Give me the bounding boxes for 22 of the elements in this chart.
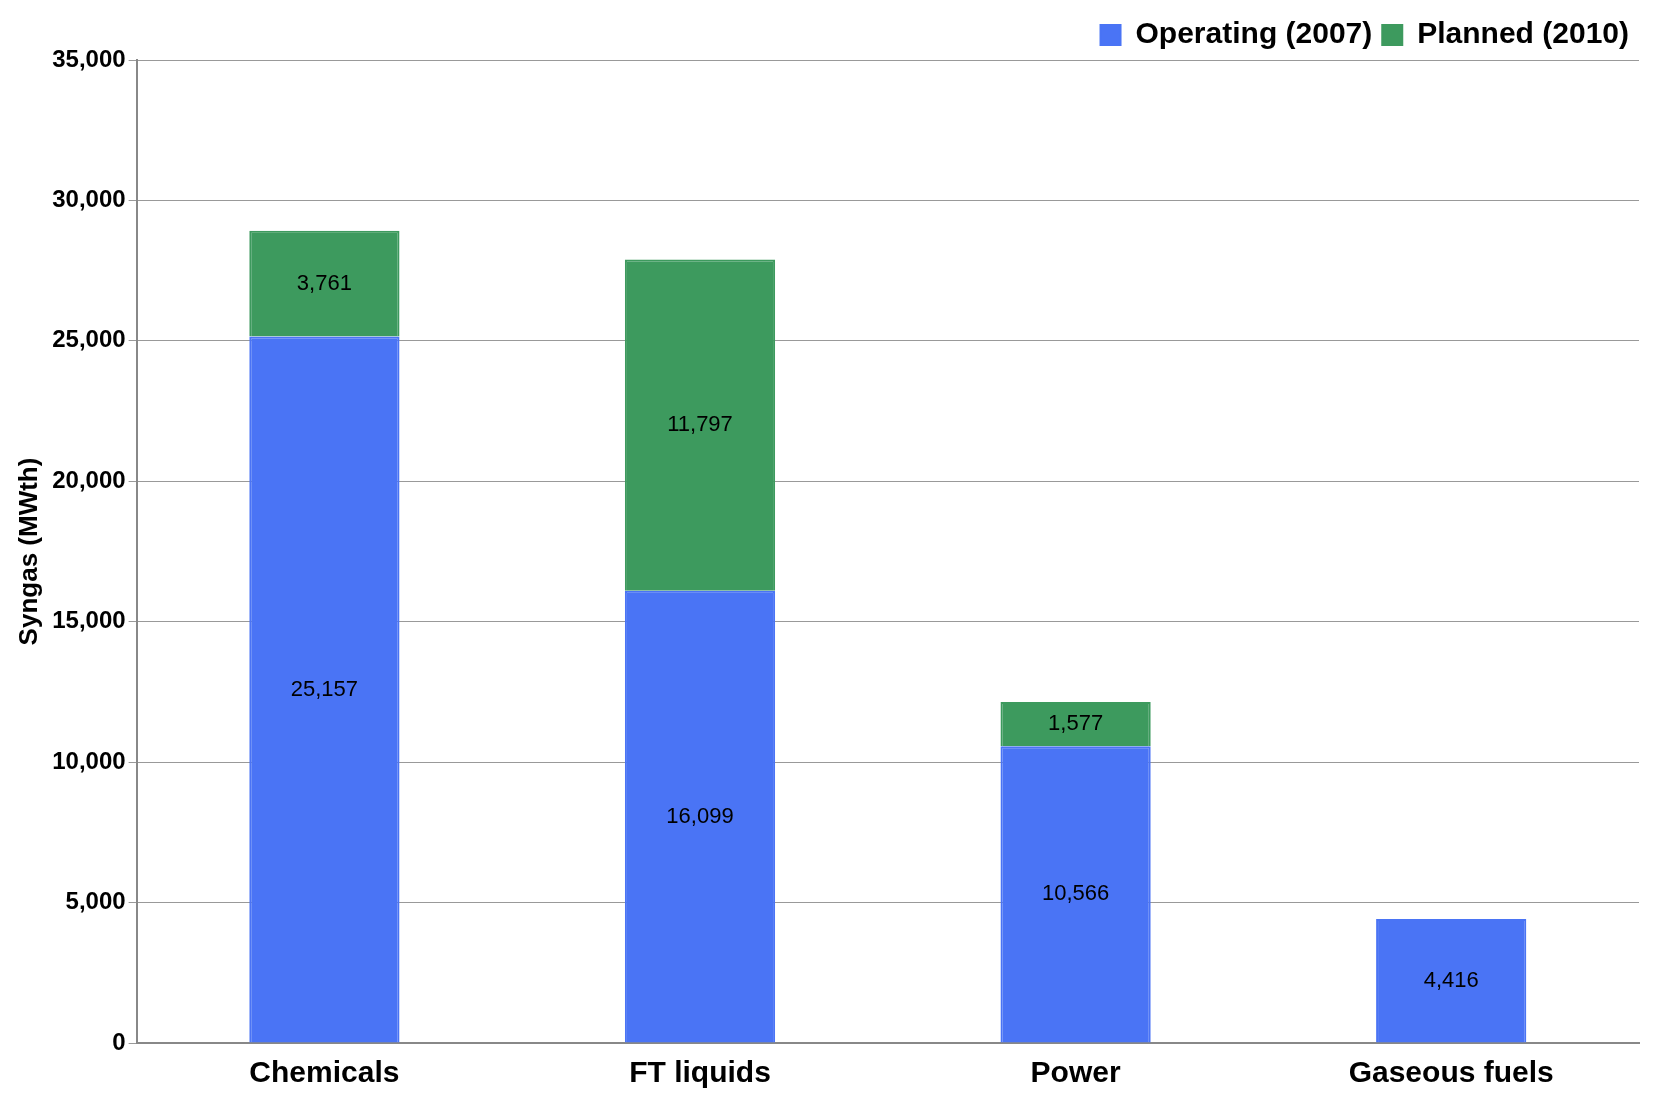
y-tick-label: 20,000 <box>52 465 126 493</box>
data-label: 3,761 <box>296 269 352 295</box>
y-axis-title: Syngas (MWth) <box>12 457 43 646</box>
x-tick-label: Power <box>1030 1055 1121 1089</box>
y-tick-label: 35,000 <box>52 44 126 72</box>
y-tick-label: 25,000 <box>52 325 126 353</box>
x-tick-label: Chemicals <box>249 1055 400 1089</box>
data-label: 1,577 <box>1048 710 1104 736</box>
data-label: 11,797 <box>667 411 733 437</box>
y-tick-label: 10,000 <box>52 746 126 774</box>
x-tick-label: FT liquids <box>629 1055 771 1089</box>
y-tick-label: 5,000 <box>65 887 126 915</box>
data-label: 16,099 <box>666 802 734 828</box>
data-label: 4,416 <box>1423 966 1479 992</box>
x-tick-label: Gaseous fuels <box>1348 1055 1554 1089</box>
y-tick-label: 0 <box>112 1027 126 1055</box>
legend-label: Operating (2007) <box>1135 16 1373 50</box>
data-label: 10,566 <box>1041 880 1110 906</box>
data-label: 25,157 <box>290 675 359 701</box>
legend-label: Planned (2010) <box>1417 16 1630 50</box>
y-tick-label: 30,000 <box>52 185 126 213</box>
y-tick-label: 15,000 <box>52 606 126 634</box>
